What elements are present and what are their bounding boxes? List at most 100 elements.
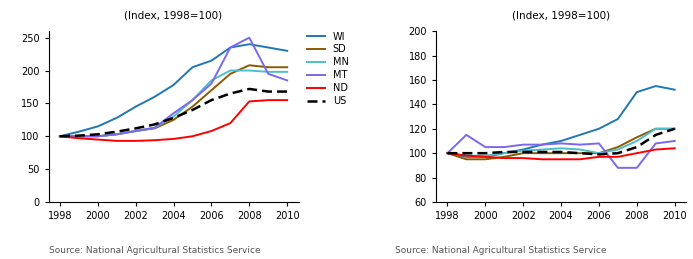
WI xyxy=(444,152,452,155)
US xyxy=(500,150,509,154)
MN xyxy=(112,133,121,136)
SD xyxy=(150,127,159,130)
WI xyxy=(207,59,216,62)
Line: ND: ND xyxy=(448,148,675,159)
SD xyxy=(444,152,452,155)
WI xyxy=(55,135,64,138)
Line: WI: WI xyxy=(448,129,675,156)
MT xyxy=(132,130,140,133)
WI xyxy=(188,66,197,69)
MN xyxy=(444,152,452,155)
WI xyxy=(519,149,527,152)
Text: Source: National Agricultural Statistics Service: Source: National Agricultural Statistics… xyxy=(395,246,606,255)
MN xyxy=(614,146,622,149)
US xyxy=(633,146,641,149)
ND xyxy=(283,99,291,102)
MN xyxy=(226,69,234,72)
US xyxy=(614,152,622,155)
WI xyxy=(169,83,177,87)
Text: (Index, 1998=100): (Index, 1998=100) xyxy=(512,11,610,21)
WI xyxy=(264,46,272,49)
ND xyxy=(207,130,216,133)
US xyxy=(188,109,197,112)
WI xyxy=(614,148,622,151)
SD xyxy=(207,89,216,92)
ND xyxy=(557,158,565,161)
ND xyxy=(444,152,452,155)
US xyxy=(481,152,489,155)
WI xyxy=(557,147,565,150)
SD xyxy=(283,66,291,69)
US xyxy=(75,134,83,137)
MT xyxy=(55,135,64,138)
ND xyxy=(519,156,527,160)
US xyxy=(576,152,584,155)
SD xyxy=(169,118,177,121)
SD xyxy=(500,152,509,155)
WI xyxy=(150,95,159,98)
ND xyxy=(150,139,159,142)
MT xyxy=(245,36,254,39)
SD xyxy=(132,130,140,133)
WI xyxy=(671,127,679,130)
US xyxy=(519,150,527,154)
MN xyxy=(169,115,177,118)
Line: MT: MT xyxy=(448,135,675,168)
Line: MN: MN xyxy=(448,129,675,159)
MT xyxy=(75,135,83,138)
WI xyxy=(576,148,584,151)
Text: (Index, 1998=100): (Index, 1998=100) xyxy=(125,11,222,21)
WI xyxy=(132,105,140,108)
SD xyxy=(75,135,83,138)
SD xyxy=(519,148,527,151)
MN xyxy=(462,158,471,161)
WI xyxy=(283,49,291,52)
ND xyxy=(132,139,140,142)
MN xyxy=(500,155,509,159)
SD xyxy=(671,88,679,91)
Line: WI: WI xyxy=(60,44,287,136)
ND xyxy=(500,156,509,160)
SD xyxy=(94,135,102,138)
MT xyxy=(481,146,489,149)
MN xyxy=(481,158,489,161)
MN xyxy=(519,152,527,155)
US xyxy=(557,150,565,154)
Line: MT: MT xyxy=(60,38,287,136)
ND xyxy=(651,148,660,151)
Line: MN: MN xyxy=(60,70,287,136)
US xyxy=(651,133,660,136)
US xyxy=(226,92,234,95)
ND xyxy=(169,137,177,140)
SD xyxy=(651,84,660,88)
US xyxy=(207,99,216,102)
MN xyxy=(633,136,641,139)
ND xyxy=(226,121,234,125)
WI xyxy=(112,116,121,119)
MN xyxy=(671,127,679,130)
MT xyxy=(595,142,603,145)
WI xyxy=(462,154,471,157)
SD xyxy=(614,117,622,120)
Line: SD: SD xyxy=(60,65,287,136)
ND xyxy=(633,152,641,155)
MT xyxy=(651,142,660,145)
MT xyxy=(671,139,679,142)
WI xyxy=(651,127,660,130)
WI xyxy=(226,46,234,49)
MT xyxy=(500,146,509,149)
MT xyxy=(538,143,546,146)
ND xyxy=(595,155,603,159)
MT xyxy=(576,143,584,146)
ND xyxy=(264,99,272,102)
SD xyxy=(462,155,471,159)
MN xyxy=(576,152,584,155)
MN xyxy=(264,70,272,73)
MT xyxy=(519,143,527,146)
WI xyxy=(94,125,102,128)
WI xyxy=(500,152,509,155)
MN xyxy=(557,152,565,155)
MT xyxy=(226,46,234,49)
MT xyxy=(94,135,102,138)
MT xyxy=(112,133,121,136)
